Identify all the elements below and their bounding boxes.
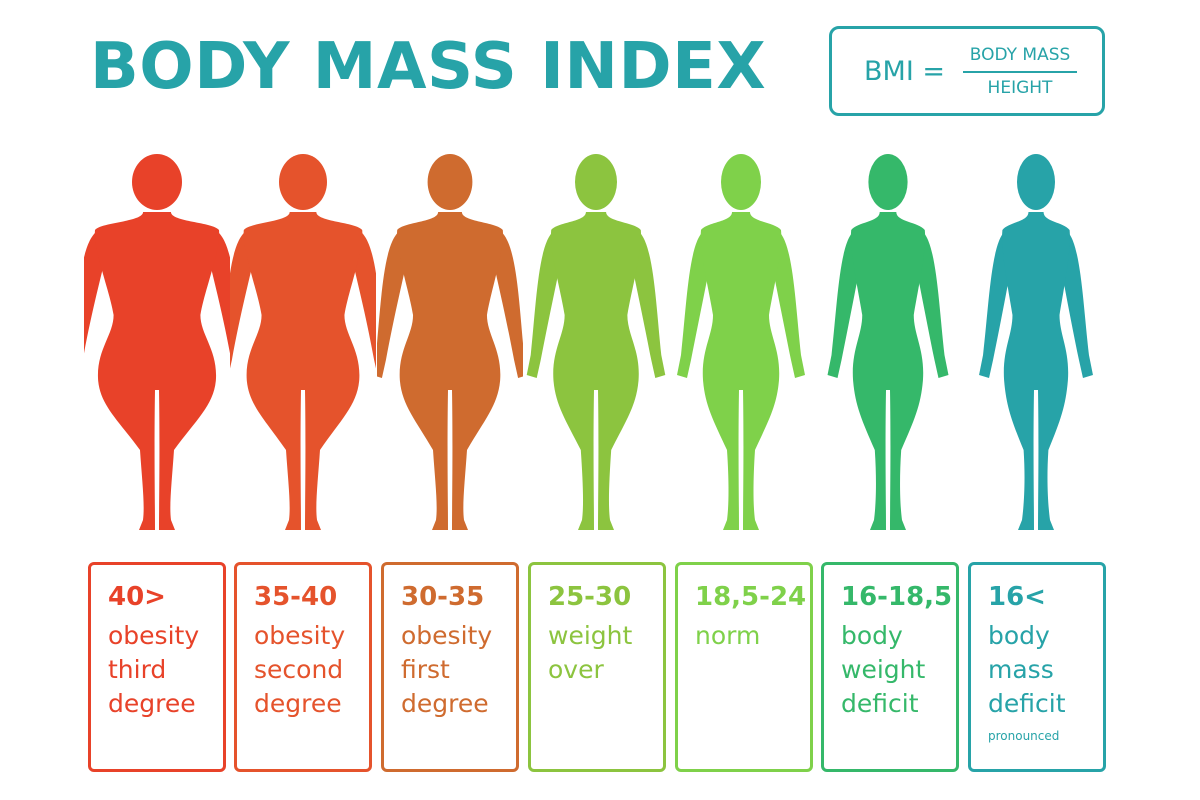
bmi-description: obesity first degree [401,619,516,721]
obese-female-silhouette-icon [230,150,376,535]
description-line: obesity [108,621,200,650]
formula-fraction: BODY MASS HEIGHT [961,45,1079,98]
figure-left-arm [526,230,564,378]
description-line: norm [695,621,761,650]
figure-body [243,212,363,530]
figure-right-arm [628,230,666,378]
slim-female-silhouette-icon [815,150,961,535]
bmi-category-card: 35-40 obesity second degree [234,562,372,772]
description-line: body [988,621,1050,650]
figure-head [279,154,327,210]
page-title: BODY MASS INDEX [90,30,767,104]
figure-head [721,154,761,210]
figure-body [94,212,220,530]
description-line: weight [841,655,926,684]
bmi-range: 35-40 [254,582,338,612]
bmi-range: 40> [108,582,166,612]
bmi-note: pronounced [988,729,1060,743]
description-line: first [401,655,450,684]
figure-right-arm [769,230,805,378]
bmi-category-card: 25-30 weight over [528,562,666,772]
figure-left-arm [677,230,713,378]
figure-body [397,212,503,530]
description-line: second [254,655,344,684]
female-silhouette-icon [523,150,669,535]
bmi-formula-box: BMI = BODY MASS HEIGHT [829,26,1105,116]
description-line: obesity [254,621,346,650]
bmi-range: 25-30 [548,582,632,612]
thin-female-silhouette-icon [963,150,1109,535]
figure-head [427,154,473,210]
bmi-description: norm [695,619,810,653]
bmi-description: body mass deficit [988,619,1103,721]
formula-denominator: HEIGHT [987,77,1053,98]
description-line: degree [254,689,342,718]
figure-head [1017,154,1055,210]
description-line: weight [548,621,633,650]
bmi-category-card: 16< body mass deficit pronounced [968,562,1106,772]
figure-head [868,154,908,210]
bmi-category-card: 18,5-24 norm [675,562,813,772]
silhouette-row [0,150,1200,535]
bmi-range: 16-18,5 [841,582,953,612]
description-line: deficit [841,689,919,718]
figure-right-arm [490,230,523,378]
formula-numerator: BODY MASS [969,44,1071,65]
figure-body [1002,212,1070,530]
figure-body [550,212,642,530]
bmi-description: obesity second degree [254,619,369,721]
description-line: obesity [401,621,493,650]
figure-head [575,154,617,210]
figure-body [700,212,782,530]
bmi-description: body weight deficit [841,619,956,721]
bmi-range: 30-35 [401,582,485,612]
description-line: third [108,655,167,684]
bmi-description: obesity third degree [108,619,223,721]
bmi-category-card: 16-18,5 body weight deficit [821,562,959,772]
bmi-description: weight over [548,619,663,687]
bmi-category-card: 30-35 obesity first degree [381,562,519,772]
female-silhouette-icon [668,150,814,535]
description-line: deficit [988,689,1066,718]
figure-body [850,212,926,530]
figure-left-arm [377,230,410,378]
description-line: degree [401,689,489,718]
overweight-female-silhouette-icon [377,150,523,535]
description-line: degree [108,689,196,718]
obese-female-silhouette-icon [84,150,230,535]
formula-lhs: BMI = [864,55,945,87]
bmi-range: 16< [988,582,1046,612]
figure-head [132,154,182,210]
description-line: body [841,621,903,650]
bmi-range: 18,5-24 [695,582,807,612]
description-line: over [548,655,604,684]
fraction-bar [963,70,1077,73]
bmi-category-card: 40> obesity third degree [88,562,226,772]
description-line: mass [988,655,1054,684]
